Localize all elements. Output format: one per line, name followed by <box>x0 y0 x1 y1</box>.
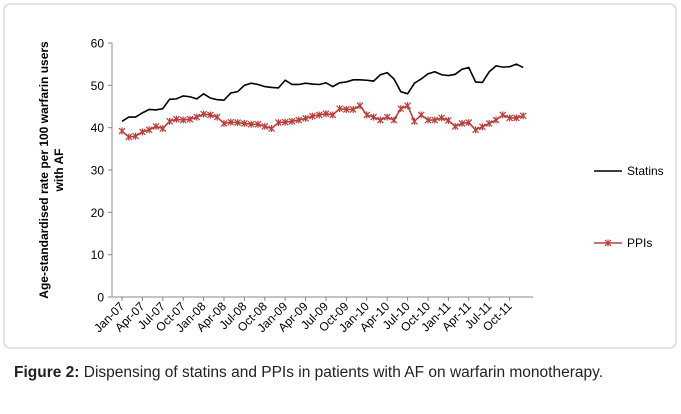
series-marker <box>281 118 289 126</box>
series-marker <box>356 102 364 110</box>
y-axis-title-line: Age-standardised rate per 100 warfarin u… <box>37 41 51 299</box>
series-marker <box>465 119 473 127</box>
series-marker <box>370 113 378 121</box>
caption-text: Dispensing of statins and PPIs in patien… <box>83 364 604 381</box>
series-marker <box>193 113 201 121</box>
series-marker <box>512 114 520 122</box>
series-marker <box>254 120 262 128</box>
series-marker <box>132 132 140 140</box>
series-marker <box>268 125 276 133</box>
series-marker <box>397 105 405 113</box>
y-axis-title: Age-standardised rate per 100 warfarin u… <box>37 41 66 299</box>
series-marker <box>431 116 439 124</box>
series-marker <box>274 119 282 127</box>
series-marker <box>234 119 242 127</box>
series-marker <box>186 115 194 123</box>
series-marker <box>322 110 330 118</box>
series-marker <box>410 117 418 125</box>
series-marker <box>363 111 371 119</box>
series-marker <box>458 119 466 127</box>
y-axis-title-line: with AF <box>52 149 66 193</box>
series-marker <box>485 119 493 127</box>
series-marker <box>478 123 486 131</box>
y-tick-label: 30 <box>91 164 105 178</box>
chart-border <box>3 3 677 349</box>
caption: Figure 2: Dispensing of statins and PPIs… <box>14 362 666 383</box>
series-marker <box>240 119 248 127</box>
series-marker <box>506 114 514 122</box>
series-marker <box>451 122 459 130</box>
series-marker <box>302 114 310 122</box>
series-marker <box>315 111 323 119</box>
series-marker <box>492 116 500 124</box>
series-marker <box>179 116 187 124</box>
y-tick-label: 20 <box>91 206 105 220</box>
series-marker <box>145 126 153 134</box>
y-tick-label: 50 <box>91 79 105 93</box>
series-marker <box>206 111 214 119</box>
series-marker <box>519 112 527 120</box>
legend-marker <box>604 239 612 247</box>
series-marker <box>213 113 221 121</box>
series-marker <box>376 116 384 124</box>
series-marker <box>220 119 228 127</box>
series-marker <box>288 117 296 125</box>
series-marker <box>472 126 480 134</box>
series-marker <box>417 111 425 119</box>
series-marker <box>118 127 126 135</box>
series-marker <box>329 111 337 119</box>
series-line <box>121 63 524 122</box>
series-marker <box>383 113 391 121</box>
series-marker <box>342 105 350 113</box>
legend-label: PPIs <box>627 236 652 250</box>
series-marker <box>499 111 507 119</box>
y-tick-label: 10 <box>91 248 105 262</box>
legend-label: Statins <box>627 164 664 178</box>
series-marker <box>138 128 146 136</box>
series-marker <box>404 102 412 110</box>
series-marker <box>166 117 174 125</box>
y-tick-label: 60 <box>91 37 105 51</box>
series-marker <box>125 133 133 141</box>
caption-label: Figure 2: <box>14 364 80 381</box>
series-marker <box>438 114 446 122</box>
series-marker <box>349 105 357 113</box>
series-marker <box>390 116 398 124</box>
series-marker <box>295 116 303 124</box>
series-marker <box>308 112 316 120</box>
series-marker <box>247 120 255 128</box>
series-marker <box>261 122 269 130</box>
series-marker <box>227 118 235 126</box>
series-marker <box>172 115 180 123</box>
series-marker <box>424 116 432 124</box>
series-marker <box>336 105 344 113</box>
y-tick-label: 40 <box>91 121 105 135</box>
series-marker <box>444 116 452 124</box>
series-marker <box>200 110 208 118</box>
series-marker <box>152 122 160 130</box>
y-tick-label: 0 <box>97 291 104 305</box>
series-marker <box>159 125 167 133</box>
